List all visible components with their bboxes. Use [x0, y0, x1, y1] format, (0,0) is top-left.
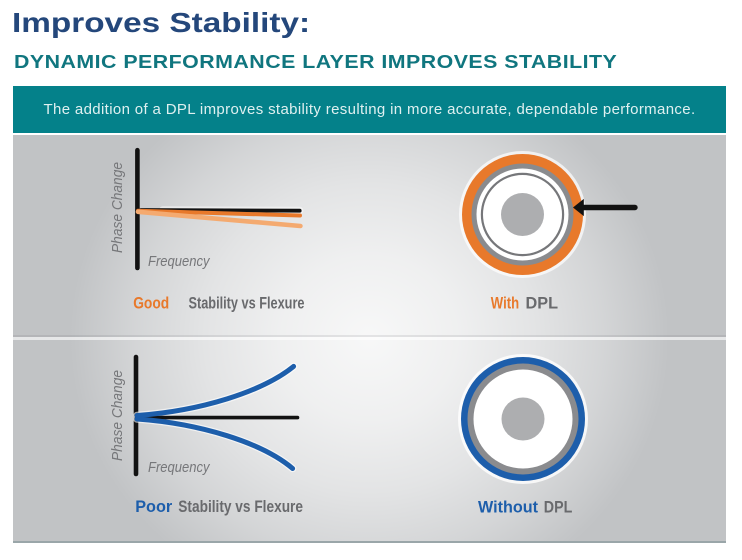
svg-text:Poor: Poor: [135, 498, 173, 516]
svg-text:Phase Change: Phase Change: [110, 162, 126, 253]
svg-text:Good: Good: [133, 294, 169, 312]
svg-text:Frequency: Frequency: [148, 254, 210, 270]
svg-text:Stability vs Flexure: Stability vs Flexure: [178, 498, 303, 516]
svg-text:Without: Without: [478, 499, 538, 517]
svg-text:DPL: DPL: [526, 294, 559, 312]
svg-text:Phase Change: Phase Change: [110, 370, 126, 461]
svg-text:Stability vs Flexure: Stability vs Flexure: [189, 294, 305, 312]
svg-text:DPL: DPL: [544, 499, 573, 517]
svg-text:With: With: [491, 294, 519, 312]
svg-text:Frequency: Frequency: [148, 460, 210, 476]
